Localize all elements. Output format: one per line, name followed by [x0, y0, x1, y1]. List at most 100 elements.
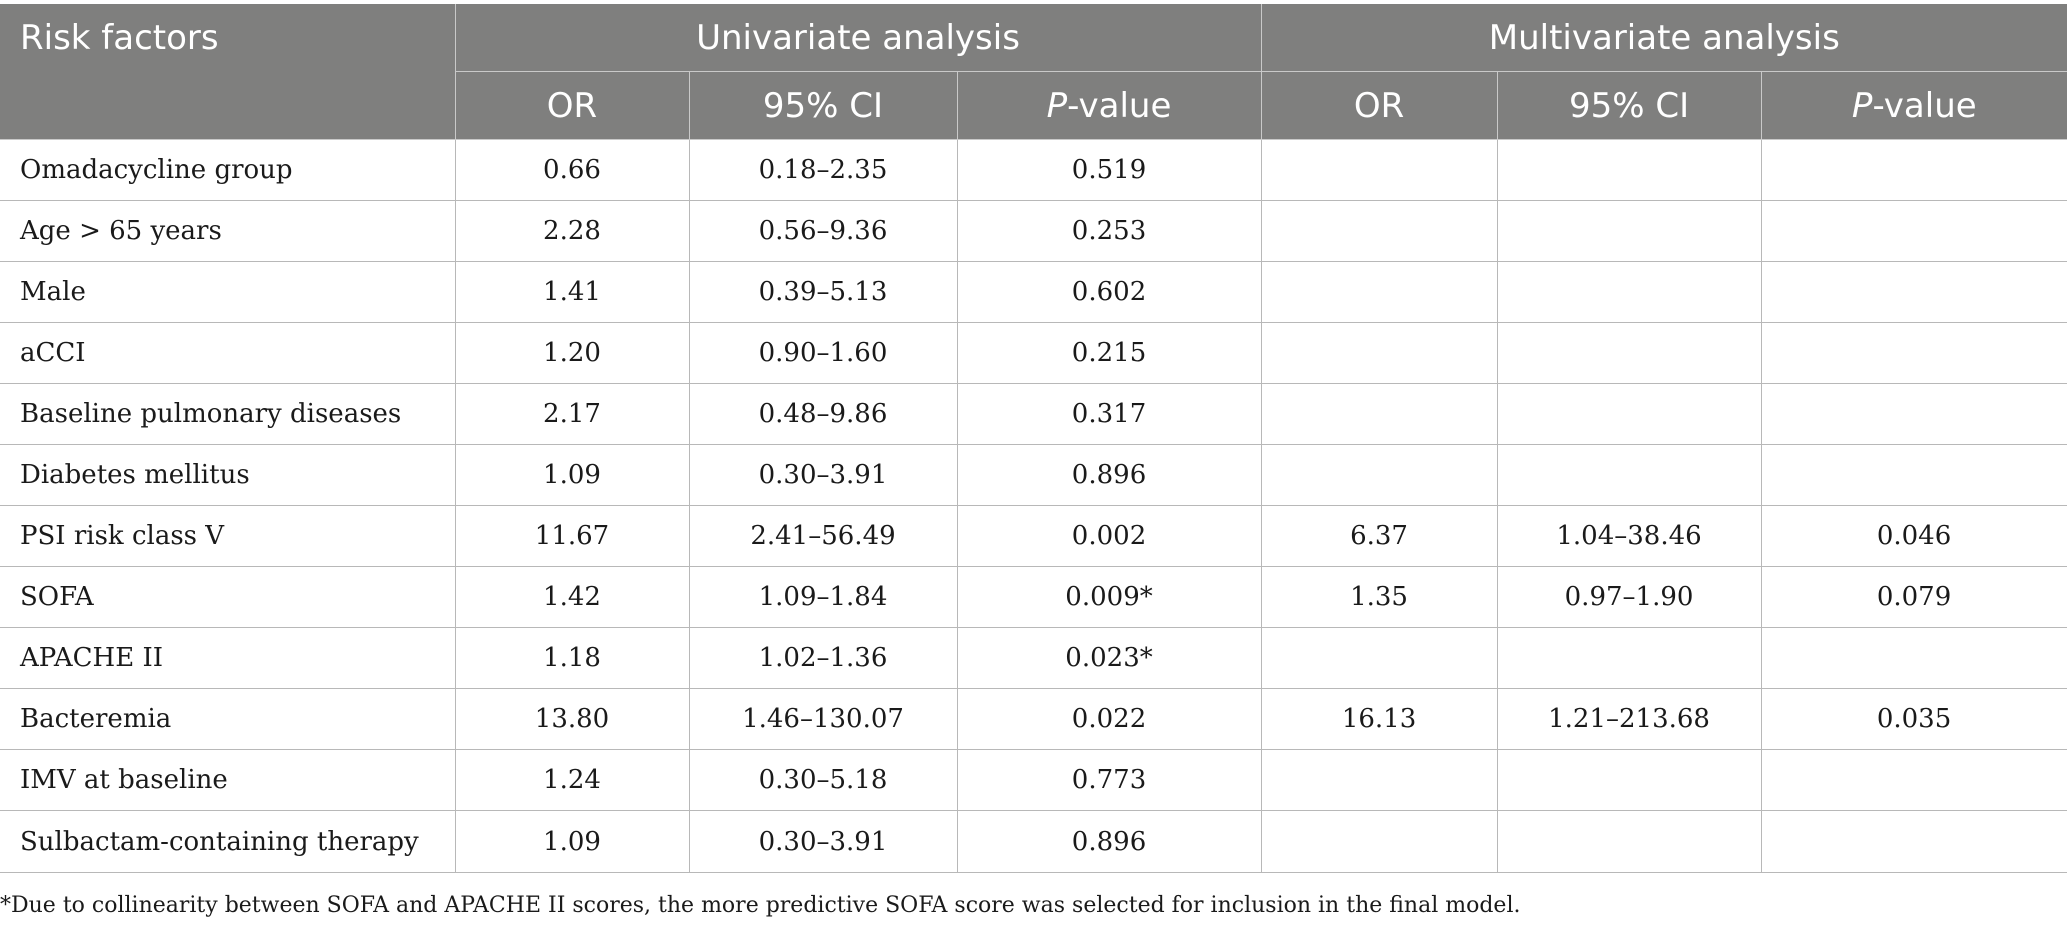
multivariate-p — [1760, 383, 2067, 445]
univariate-or: 2.28 — [454, 200, 689, 262]
table-row: Age > 65 years 2.28 0.56–9.36 0.253 — [0, 200, 2067, 262]
p-italic: P — [1851, 85, 1873, 126]
univariate-or: 13.80 — [454, 688, 689, 750]
multivariate-ci: 1.04–38.46 — [1496, 505, 1762, 567]
univariate-p: 0.023* — [956, 627, 1262, 689]
row-label: Diabetes mellitus — [0, 444, 455, 506]
multivariate-or: 16.13 — [1260, 688, 1498, 750]
multivariate-or — [1260, 444, 1498, 506]
risk-factor-table: Risk factors Univariate analysis Multiva… — [0, 4, 2067, 873]
univariate-ci: 1.02–1.36 — [688, 627, 957, 689]
univariate-p: 0.253 — [956, 200, 1262, 262]
p-italic: P — [1046, 85, 1068, 126]
p-suffix: -value — [1872, 85, 1977, 126]
row-label: aCCI — [0, 322, 455, 384]
table-row: APACHE II 1.18 1.02–1.36 0.023* — [0, 627, 2067, 689]
univariate-ci: 0.39–5.13 — [688, 261, 957, 323]
multivariate-p — [1760, 322, 2067, 384]
multivariate-or — [1260, 322, 1498, 384]
univariate-or: 1.24 — [454, 749, 689, 811]
multivariate-or — [1260, 627, 1498, 689]
table-row: SOFA 1.42 1.09–1.84 0.009* 1.35 0.97–1.9… — [0, 566, 2067, 628]
header-multivariate: Multivariate analysis — [1260, 4, 2067, 72]
multivariate-ci — [1496, 444, 1762, 506]
table-header: Risk factors Univariate analysis Multiva… — [0, 4, 2067, 140]
multivariate-or — [1260, 139, 1498, 201]
univariate-p: 0.519 — [956, 139, 1262, 201]
univariate-or: 1.42 — [454, 566, 689, 628]
row-label: IMV at baseline — [0, 749, 455, 811]
table-footnote: *Due to collinearity between SOFA and AP… — [0, 893, 1521, 918]
header-univariate-ci: 95% CI — [688, 71, 957, 140]
univariate-or: 1.41 — [454, 261, 689, 323]
table-row: Sulbactam-containing therapy 1.09 0.30–3… — [0, 810, 2067, 873]
univariate-ci: 0.18–2.35 — [688, 139, 957, 201]
header-risk-factors: Risk factors — [0, 4, 455, 140]
multivariate-ci: 1.21–213.68 — [1496, 688, 1762, 750]
header-univariate-or: OR — [454, 71, 689, 140]
multivariate-ci — [1496, 627, 1762, 689]
multivariate-p — [1760, 810, 2067, 873]
table-body: Omadacycline group 0.66 0.18–2.35 0.519 … — [0, 139, 2067, 873]
row-label: Age > 65 years — [0, 200, 455, 262]
univariate-or: 1.20 — [454, 322, 689, 384]
univariate-p: 0.602 — [956, 261, 1262, 323]
multivariate-ci — [1496, 139, 1762, 201]
row-label: PSI risk class V — [0, 505, 455, 567]
univariate-ci: 0.90–1.60 — [688, 322, 957, 384]
univariate-or: 1.18 — [454, 627, 689, 689]
header-univariate: Univariate analysis — [454, 4, 1262, 72]
multivariate-ci — [1496, 200, 1762, 262]
multivariate-or — [1260, 749, 1498, 811]
table-row: Omadacycline group 0.66 0.18–2.35 0.519 — [0, 139, 2067, 201]
univariate-or: 1.09 — [454, 810, 689, 873]
table-row: Male 1.41 0.39–5.13 0.602 — [0, 261, 2067, 323]
univariate-ci: 0.30–3.91 — [688, 444, 957, 506]
univariate-p: 0.773 — [956, 749, 1262, 811]
row-label: Baseline pulmonary diseases — [0, 383, 455, 445]
multivariate-or — [1260, 200, 1498, 262]
row-label: SOFA — [0, 566, 455, 628]
multivariate-p: 0.046 — [1760, 505, 2067, 567]
row-label: APACHE II — [0, 627, 455, 689]
univariate-p: 0.009* — [956, 566, 1262, 628]
univariate-ci: 0.48–9.86 — [688, 383, 957, 445]
univariate-p: 0.896 — [956, 810, 1262, 873]
univariate-or: 0.66 — [454, 139, 689, 201]
multivariate-ci — [1496, 749, 1762, 811]
header-multivariate-or: OR — [1260, 71, 1498, 140]
row-label: Omadacycline group — [0, 139, 455, 201]
table-row: Diabetes mellitus 1.09 0.30–3.91 0.896 — [0, 444, 2067, 506]
univariate-p: 0.896 — [956, 444, 1262, 506]
row-label: Bacteremia — [0, 688, 455, 750]
multivariate-p: 0.035 — [1760, 688, 2067, 750]
row-label: Sulbactam-containing therapy — [0, 810, 455, 873]
multivariate-ci — [1496, 383, 1762, 445]
multivariate-p — [1760, 749, 2067, 811]
table-row: PSI risk class V 11.67 2.41–56.49 0.002 … — [0, 505, 2067, 567]
univariate-ci: 0.30–5.18 — [688, 749, 957, 811]
univariate-p: 0.002 — [956, 505, 1262, 567]
p-suffix: -value — [1067, 85, 1172, 126]
multivariate-or — [1260, 810, 1498, 873]
multivariate-or: 1.35 — [1260, 566, 1498, 628]
multivariate-or: 6.37 — [1260, 505, 1498, 567]
row-label: Male — [0, 261, 455, 323]
header-multivariate-p: P-value — [1760, 71, 2067, 140]
multivariate-ci — [1496, 810, 1762, 873]
table-row: aCCI 1.20 0.90–1.60 0.215 — [0, 322, 2067, 384]
univariate-or: 11.67 — [454, 505, 689, 567]
multivariate-ci — [1496, 261, 1762, 323]
multivariate-or — [1260, 383, 1498, 445]
univariate-ci: 1.46–130.07 — [688, 688, 957, 750]
table-row: IMV at baseline 1.24 0.30–5.18 0.773 — [0, 749, 2067, 811]
univariate-p: 0.215 — [956, 322, 1262, 384]
univariate-p: 0.022 — [956, 688, 1262, 750]
univariate-ci: 2.41–56.49 — [688, 505, 957, 567]
multivariate-p — [1760, 139, 2067, 201]
multivariate-p — [1760, 200, 2067, 262]
table-row: Baseline pulmonary diseases 2.17 0.48–9.… — [0, 383, 2067, 445]
multivariate-or — [1260, 261, 1498, 323]
table-row: Bacteremia 13.80 1.46–130.07 0.022 16.13… — [0, 688, 2067, 750]
multivariate-p — [1760, 444, 2067, 506]
